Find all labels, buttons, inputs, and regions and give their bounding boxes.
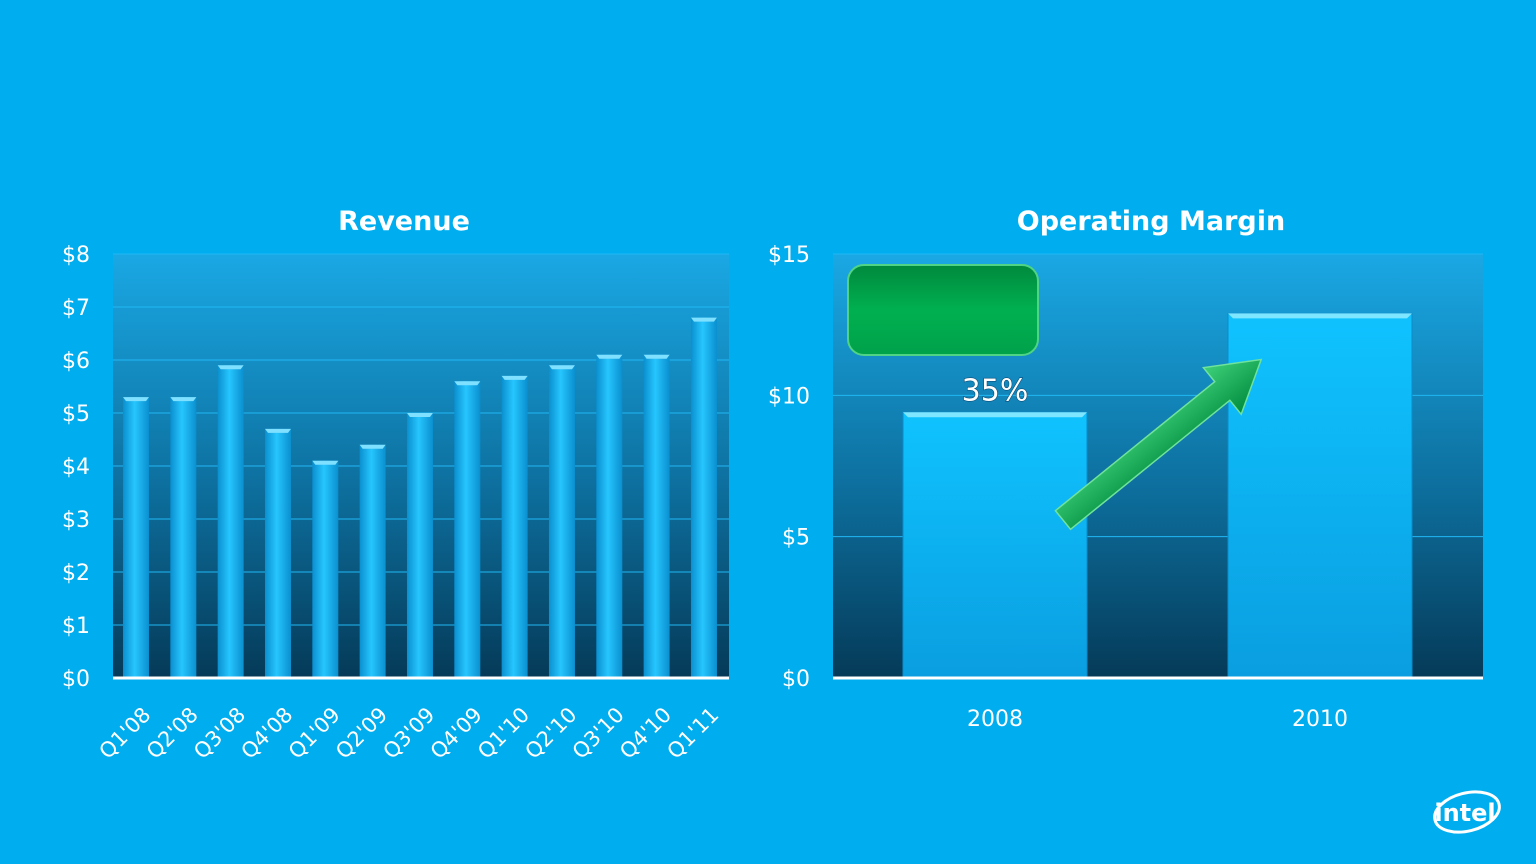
revenue-x-tick-label: Q3'10 <box>568 703 629 764</box>
revenue-bar <box>690 317 717 678</box>
revenue-chart-title: Revenue <box>338 206 470 237</box>
revenue-y-tick-label: $8 <box>62 243 90 268</box>
revenue-bar <box>406 413 433 678</box>
revenue-bar <box>170 397 197 678</box>
intel-logo-text: intel <box>1434 799 1495 827</box>
revenue-x-tick-label: Q2'09 <box>331 703 392 764</box>
revenue-bar-cap <box>596 354 623 359</box>
revenue-bar <box>312 460 339 678</box>
revenue-y-tick-label: $3 <box>62 508 90 533</box>
revenue-bar-cap <box>501 375 528 380</box>
revenue-bar-cap <box>312 460 339 465</box>
revenue-bar-cap <box>690 317 717 322</box>
revenue-bar <box>596 354 623 678</box>
operating-margin-x-tick-label: 2010 <box>1292 707 1348 732</box>
growth-arrow-icon <box>1054 358 1263 531</box>
revenue-y-tick-label: $0 <box>62 667 90 692</box>
revenue-x-tick-label: Q2'08 <box>142 703 203 764</box>
revenue-bar-cap <box>548 365 575 370</box>
intel-logo-swoosh <box>1433 790 1501 834</box>
revenue-x-tick-label: Q2'10 <box>520 703 581 764</box>
revenue-bar <box>454 381 481 678</box>
revenue-x-tick-label: Q1'10 <box>473 703 534 764</box>
revenue-bar <box>501 375 528 678</box>
operating-margin-bar-cap <box>1228 313 1412 319</box>
operating-margin-data-label: 35% <box>962 373 1029 408</box>
revenue-x-tick-label: Q4'08 <box>236 703 297 764</box>
operating-margin-chart-title: Operating Margin <box>1017 206 1285 237</box>
intel-logo: intel <box>1433 790 1501 834</box>
operating-margin-x-axis: 2008 2010 <box>967 707 1348 732</box>
revenue-y-tick-label: $1 <box>62 614 90 639</box>
revenue-y-tick-label: $7 <box>62 296 90 321</box>
operating-margin-chart: Operating Margin $0 $5 $10 $15 2008 2010 35% <box>768 206 1483 732</box>
operating-margin-bar <box>902 411 1088 679</box>
revenue-bar <box>643 354 670 678</box>
revenue-y-tick-label: $5 <box>62 402 90 427</box>
revenue-bar <box>123 397 149 678</box>
operating-margin-bar <box>1227 312 1413 679</box>
revenue-bar <box>359 444 386 678</box>
revenue-x-tick-label: Q3'08 <box>189 703 250 764</box>
operating-margin-x-tick-label: 2008 <box>967 707 1023 732</box>
revenue-bar-cap <box>454 381 481 386</box>
operating-margin-y-tick-label: $5 <box>782 526 810 551</box>
revenue-bar-cap <box>170 397 197 402</box>
revenue-x-tick-label: Q1'11 <box>662 703 723 764</box>
revenue-bar-cap <box>359 444 386 449</box>
revenue-bar-cap <box>123 397 149 402</box>
revenue-y-axis: $0 $1 $2 $3 $4 $5 $6 $7 $8 <box>62 243 90 692</box>
revenue-bars <box>123 317 717 678</box>
revenue-x-tick-label: Q1'09 <box>284 703 345 764</box>
revenue-bar-cap <box>217 365 244 370</box>
revenue-x-tick-label: Q4'09 <box>426 703 487 764</box>
revenue-bar-cap <box>643 354 670 359</box>
revenue-x-axis: Q1'08Q2'08Q3'08Q4'08Q1'09Q2'09Q3'09Q4'09… <box>94 703 723 764</box>
revenue-x-tick-label: Q3'09 <box>378 703 439 764</box>
revenue-bar <box>217 365 244 678</box>
revenue-bar-cap <box>264 428 291 433</box>
revenue-y-tick-label: $2 <box>62 561 90 586</box>
operating-margin-y-axis: $0 $5 $10 $15 <box>768 243 810 692</box>
operating-margin-bar-cap <box>903 412 1087 418</box>
revenue-y-tick-label: $4 <box>62 455 90 480</box>
operating-margin-y-tick-label: $10 <box>768 384 810 409</box>
revenue-y-tick-label: $6 <box>62 349 90 374</box>
operating-margin-y-tick-label: $15 <box>768 243 810 268</box>
revenue-bar <box>548 365 575 678</box>
revenue-bar <box>264 428 291 678</box>
growth-badge <box>847 264 1039 356</box>
operating-margin-y-tick-label: $0 <box>782 667 810 692</box>
revenue-x-tick-label: Q4'10 <box>615 703 676 764</box>
revenue-chart: Revenue $0$1$2$3$4$5$6$7$8 Q1'08Q2'08Q3'… <box>62 206 729 764</box>
revenue-bar-cap <box>406 413 433 417</box>
operating-margin-bars <box>902 312 1413 679</box>
revenue-x-tick-label: Q1'08 <box>94 703 155 764</box>
operating-margin-data-labels: 35% <box>961 373 1029 409</box>
